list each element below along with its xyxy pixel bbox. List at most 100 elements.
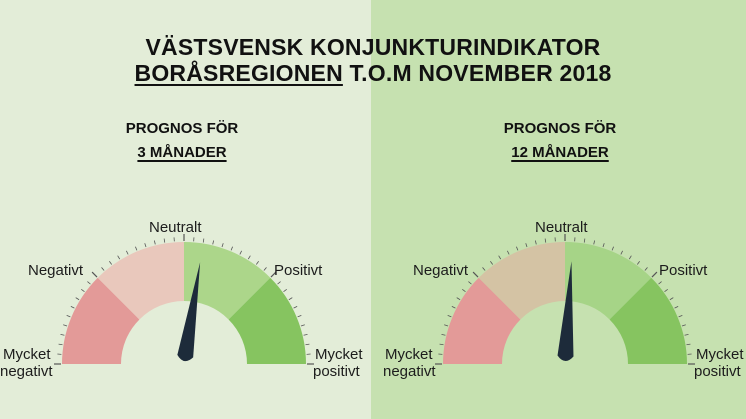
main-title: VÄSTSVENSK KONJUNKTURINDIKATOR: [145, 34, 601, 60]
gauge-tick: [644, 267, 648, 271]
gauge-tick: [135, 246, 138, 251]
sub-title-period: T.O.M NOVEMBER 2018: [349, 60, 612, 86]
gauge-heading-12-months: PROGNOS FÖR 12 MÅNADER: [440, 117, 680, 165]
gauge-tick: [117, 255, 121, 260]
gauge-tick: [684, 333, 689, 336]
gauge-tick: [153, 240, 156, 245]
gauge-tick: [544, 238, 547, 243]
gauge-tick: [620, 250, 624, 255]
gauge-tick: [230, 246, 233, 251]
label-neutral: Neutralt: [149, 219, 202, 236]
gauge-tick: [516, 246, 519, 251]
gauge-tick: [506, 250, 510, 255]
sub-title: BORÅSREGIONEN T.O.M NOVEMBER 2018: [0, 59, 746, 87]
gauge-tick: [498, 255, 502, 260]
label-very-negative-line2: negativt: [383, 363, 436, 380]
gauge-tick: [674, 305, 679, 309]
label-very-negative-line1: Mycket: [3, 346, 51, 363]
gauge-tick: [636, 261, 640, 265]
gauge-tick: [221, 243, 224, 248]
gauge-heading-label: PROGNOS FÖR: [125, 120, 239, 137]
gauge-tick: [456, 297, 461, 301]
gauge-tick: [611, 246, 614, 251]
gauge-heading-label: PROGNOS FÖR: [503, 120, 617, 137]
region-name: BORÅSREGIONEN: [134, 60, 343, 86]
label-very-positive-line1: Mycket: [696, 346, 744, 363]
label-negative: Negativt: [413, 262, 469, 279]
segment-positive: [565, 242, 652, 320]
gauge-tick: [239, 250, 243, 255]
gauge-tick: [686, 343, 691, 346]
gauge-tick: [293, 305, 298, 309]
gauge-tick: [270, 271, 277, 278]
gauge-tick: [125, 250, 129, 255]
label-negative: Negativt: [28, 262, 84, 279]
label-very-positive-line2: positivt: [313, 363, 360, 380]
label-very-negative-line2: negativt: [0, 363, 53, 380]
gauge-tick: [651, 271, 658, 278]
gauge-tick: [462, 289, 466, 293]
gauge-tick: [75, 297, 80, 301]
segment-very-positive: [228, 277, 306, 364]
gauge-12-months: [435, 234, 695, 365]
gauge-3-months: [54, 234, 314, 365]
gauge-period-label: 3 MÅNADER: [137, 144, 227, 161]
gauge-tick: [593, 240, 596, 245]
gauge-tick: [277, 281, 281, 285]
gauge-tick: [70, 305, 75, 309]
gauge-period-label: 12 MÅNADER: [511, 144, 609, 161]
gauge-tick: [144, 243, 147, 248]
gauge-tick: [109, 261, 113, 265]
gauge-tick: [447, 315, 452, 318]
gauge-tick: [303, 333, 308, 336]
gauge-tick: [468, 281, 472, 285]
gauge-tick: [66, 315, 71, 318]
segment-very-negative: [443, 277, 521, 364]
gauge-tick: [87, 281, 91, 285]
gauge-tick: [583, 238, 586, 243]
gauge-tick: [669, 297, 674, 301]
gauge-tick: [525, 243, 528, 248]
label-very-negative-line1: Mycket: [385, 346, 433, 363]
gauge-tick: [255, 261, 259, 265]
gauge-needle: [557, 261, 574, 362]
gauge-tick: [678, 315, 683, 318]
gauge-tick: [439, 343, 444, 346]
gauge-tick: [81, 289, 85, 293]
gauge-tick: [101, 267, 105, 271]
label-positive: Positivt: [659, 262, 708, 279]
gauge-tick: [91, 271, 98, 278]
segment-negative: [97, 242, 184, 320]
segment-positive: [184, 242, 271, 320]
gauge-heading-3-months: PROGNOS FÖR 3 MÅNADER: [62, 117, 302, 165]
label-neutral: Neutralt: [535, 219, 588, 236]
gauge-tick: [441, 333, 446, 336]
segment-negative: [478, 242, 565, 320]
gauge-tick: [283, 289, 287, 293]
gauge-tick: [202, 238, 205, 243]
gauge-tick: [628, 255, 632, 260]
segment-very-negative: [62, 277, 140, 364]
gauge-tick: [63, 324, 68, 327]
gauge-needle: [177, 262, 201, 362]
label-very-positive-line2: positivt: [694, 363, 741, 380]
gauge-tick: [472, 271, 479, 278]
gauge-tick: [58, 343, 63, 346]
gauge-tick: [451, 305, 456, 309]
gauge-tick: [247, 255, 251, 260]
gauge-tick: [444, 324, 449, 327]
gauge-tick: [490, 261, 494, 265]
label-positive: Positivt: [274, 262, 323, 279]
segment-very-positive: [609, 277, 687, 364]
gauge-tick: [482, 267, 486, 271]
gauge-tick: [300, 324, 305, 327]
gauge-tick: [305, 343, 310, 346]
gauge-tick: [602, 243, 605, 248]
gauge-tick: [664, 289, 668, 293]
gauge-tick: [288, 297, 293, 301]
gauge-tick: [297, 315, 302, 318]
gauge-tick: [60, 333, 65, 336]
label-very-positive-line1: Mycket: [315, 346, 363, 363]
gauge-tick: [681, 324, 686, 327]
